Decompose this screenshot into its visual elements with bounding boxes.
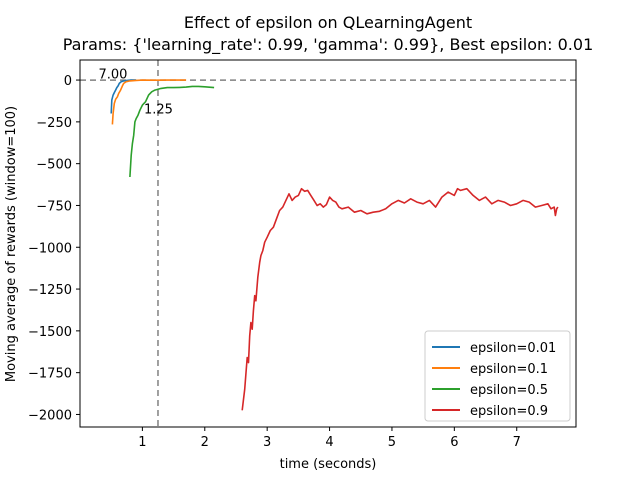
series-line-2: [129, 85, 215, 178]
legend-entry: epsilon=0.01: [470, 341, 556, 356]
series-line-0: [110, 79, 137, 114]
y-tick-label: −1250: [28, 283, 72, 298]
legend-box: [424, 330, 571, 422]
legend-entry: epsilon=0.5: [470, 383, 548, 398]
chart-subtitle: Params: {'learning_rate': 0.99, 'gamma':…: [63, 35, 594, 55]
x-tick-label: 5: [388, 435, 396, 450]
chart-title: Effect of epsilon on QLearningAgent: [184, 13, 472, 32]
plot-area: 7.00 1.25 1 2 3 4 5 6 7 0 −250 −500 −750 −1000 −1250 −1…: [28, 59, 577, 450]
y-tick-label: −500: [36, 158, 72, 173]
y-tick-label: −750: [36, 199, 72, 214]
y-tick-label: −1500: [28, 325, 72, 340]
legend-entry: epsilon=0.9: [470, 404, 548, 419]
x-tick-label: 4: [325, 435, 333, 450]
y-tick-label: −1000: [28, 241, 72, 256]
y-tick-label: −2000: [28, 408, 72, 423]
x-tick-label: 6: [450, 435, 458, 450]
legend-entry: epsilon=0.1: [470, 362, 548, 377]
x-tick-label: 3: [263, 435, 271, 450]
annotation-label: 7.00: [98, 67, 127, 82]
series-line-1: [111, 79, 187, 125]
legend: epsilon=0.01 epsilon=0.1 epsilon=0.5 epsilo…: [424, 330, 571, 422]
y-tick-label: 0: [64, 74, 72, 89]
annotation-label: 1.25: [144, 102, 173, 117]
x-axis-label: time (seconds): [280, 457, 377, 472]
y-tick-label: −250: [36, 116, 72, 131]
x-tick-label: 7: [513, 435, 521, 450]
y-axis-label: Moving average of rewards (window=100): [4, 106, 19, 382]
series-line-3: [241, 187, 559, 411]
y-tick-label: −1750: [28, 367, 72, 382]
x-tick-label: 2: [201, 435, 209, 450]
x-tick-label: 1: [138, 435, 146, 450]
plot-frame: [79, 59, 577, 428]
